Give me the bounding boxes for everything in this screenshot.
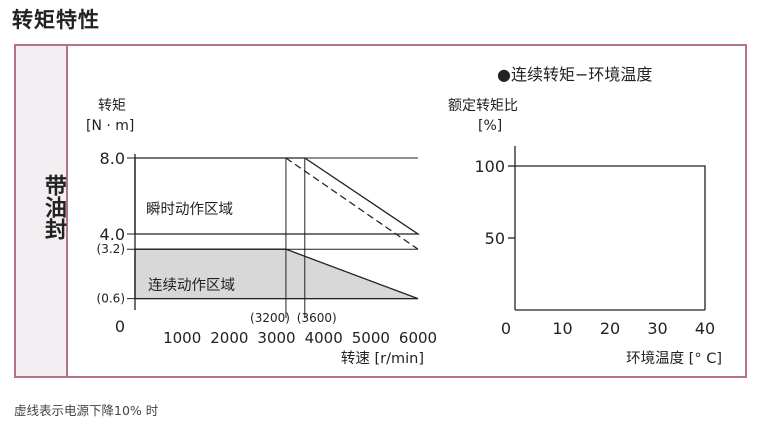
y-tick-label-4: (0.6)	[97, 292, 125, 306]
dashed-line	[285, 157, 419, 250]
footnote: 虚线表示电源下降10% 时	[14, 403, 159, 418]
x-axis-title-1: 转速 [r/min]	[341, 350, 424, 367]
x-tick-label-2-2: 10	[552, 319, 572, 338]
side-column: 带油封	[16, 46, 68, 376]
x-tick-label-2: 2000	[210, 329, 248, 347]
x-tick-label-3: 3000	[257, 329, 295, 347]
chart-panel: 带油封	[14, 44, 747, 378]
y-tick-label-2-2: 50	[485, 229, 505, 248]
y-tick-label-2-1: 100	[474, 157, 505, 176]
series-line-1	[515, 165, 706, 310]
y-axis-unit-2: [%]	[478, 118, 502, 134]
region-label-instant: 瞬时动作区域	[146, 201, 233, 218]
y-tick-label-1: 8.0	[100, 149, 125, 168]
x-tick-label-2-3: 20	[600, 319, 620, 338]
x-annotation-label-2: (3600)	[297, 311, 337, 325]
y-axis-title-2: 额定转矩比	[448, 98, 518, 114]
y-tick-label-2: 4.0	[100, 225, 125, 244]
x-tick-label-2-4: 30	[647, 319, 667, 338]
region-label-continuous: 连续动作区域	[148, 277, 235, 294]
x-tick-label-5: 5000	[352, 329, 390, 347]
x-tick-label-6: 6000	[399, 329, 437, 347]
y-tick-label-3: (3.2)	[97, 242, 125, 256]
x-axis-title-2: 环境温度 [° C]	[626, 349, 722, 367]
region-1	[134, 157, 421, 235]
x-tick-label-1: 1000	[163, 329, 201, 347]
chart-title-2: ●连续转矩−环境温度	[497, 65, 652, 84]
y-axis-title-1: 转矩	[98, 98, 126, 114]
x-tick-label-2-5: 40	[695, 319, 715, 338]
side-label: 带油封	[41, 174, 66, 240]
x-annotation-label-1: (3200)	[250, 311, 290, 325]
x-tick-label-4: 4000	[305, 329, 343, 347]
y-tick-label-5: 0	[115, 317, 125, 336]
x-tick-label-2-1: 0	[501, 319, 511, 338]
y-axis-unit-1: [N · m]	[86, 118, 134, 134]
page-title: 转矩特性	[12, 8, 100, 32]
